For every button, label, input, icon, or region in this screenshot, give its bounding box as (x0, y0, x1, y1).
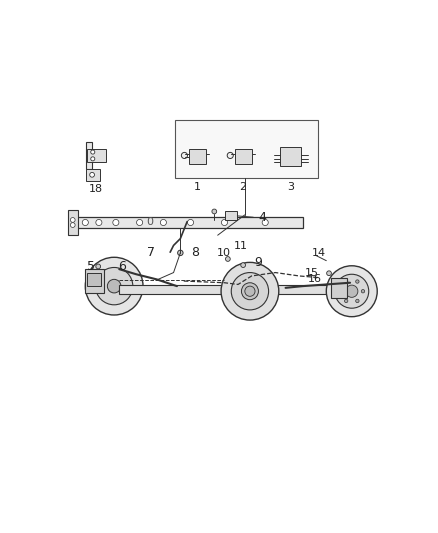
Circle shape (113, 220, 119, 225)
Circle shape (91, 150, 95, 154)
Bar (86, 142, 92, 169)
Bar (332, 278, 347, 298)
Bar (77, 216, 303, 229)
Circle shape (181, 152, 187, 158)
Circle shape (327, 271, 332, 276)
Circle shape (96, 220, 102, 225)
Bar (189, 149, 206, 164)
Circle shape (221, 262, 279, 320)
Circle shape (222, 220, 227, 225)
Circle shape (361, 289, 365, 293)
Circle shape (262, 220, 268, 225)
Text: 11: 11 (234, 241, 248, 251)
Circle shape (226, 256, 230, 261)
Text: 16: 16 (307, 274, 321, 284)
Circle shape (326, 266, 377, 317)
Circle shape (91, 157, 95, 161)
Text: 2: 2 (240, 182, 247, 192)
Text: 1: 1 (194, 182, 201, 192)
Text: 7: 7 (148, 246, 155, 260)
Bar (68, 210, 78, 235)
Circle shape (71, 223, 75, 228)
Circle shape (356, 280, 359, 283)
Circle shape (241, 263, 246, 268)
Circle shape (137, 220, 143, 225)
Text: 5: 5 (88, 260, 95, 273)
Circle shape (107, 279, 121, 293)
Circle shape (85, 257, 143, 315)
Circle shape (241, 282, 258, 300)
Bar (119, 286, 350, 294)
Circle shape (187, 220, 194, 225)
Bar (280, 147, 301, 166)
Circle shape (90, 172, 95, 177)
Circle shape (335, 274, 369, 308)
Circle shape (344, 299, 348, 303)
Circle shape (160, 220, 166, 225)
Text: 15: 15 (304, 268, 318, 278)
Bar (225, 212, 237, 220)
Circle shape (178, 250, 183, 256)
Circle shape (71, 217, 75, 222)
Circle shape (82, 220, 88, 225)
Bar (87, 149, 106, 162)
Circle shape (231, 272, 268, 310)
Text: 0: 0 (146, 217, 153, 228)
Circle shape (339, 289, 342, 293)
Text: 18: 18 (88, 184, 102, 195)
Circle shape (212, 209, 217, 214)
Circle shape (227, 152, 233, 158)
Text: 6: 6 (118, 260, 126, 273)
Text: 14: 14 (312, 248, 326, 258)
Circle shape (245, 286, 255, 296)
Circle shape (344, 280, 348, 283)
Bar (86, 169, 99, 181)
Circle shape (346, 285, 358, 297)
Bar (85, 269, 104, 293)
Bar (87, 272, 101, 286)
Bar (235, 149, 251, 164)
Text: 3: 3 (287, 182, 294, 192)
Circle shape (356, 299, 359, 303)
Text: 10: 10 (217, 248, 231, 258)
Text: 8: 8 (191, 246, 200, 260)
Circle shape (96, 264, 101, 269)
Text: 9: 9 (254, 256, 261, 269)
Circle shape (95, 268, 133, 305)
Bar (175, 120, 318, 177)
Text: 4: 4 (258, 211, 266, 224)
